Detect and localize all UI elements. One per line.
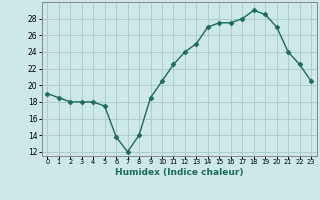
X-axis label: Humidex (Indice chaleur): Humidex (Indice chaleur) [115, 168, 244, 177]
